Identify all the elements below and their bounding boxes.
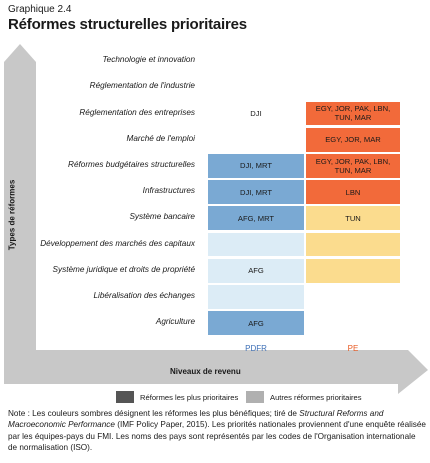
pe-cell: EGY, JOR, MAR [306, 127, 400, 152]
pe-cell [306, 285, 400, 309]
row-label: Système bancaire [129, 212, 195, 222]
pdfr-cell: AFG, MRT [208, 206, 304, 231]
legend-label-dark: Réformes les plus prioritaires [140, 393, 239, 402]
row-label: Marché de l'emploi [126, 133, 195, 143]
pdfr-cell [208, 49, 304, 73]
pdfr-cell: DJI, MRT [208, 180, 304, 204]
pe-cell [306, 311, 400, 335]
row-label: Développement des marchés des capitaux [40, 238, 195, 248]
note-prefix: Note : Les couleurs sombres désignent le… [8, 409, 300, 418]
legend-swatch-light [246, 391, 264, 403]
x-axis-label: Niveaux de revenu [170, 367, 241, 376]
pe-cell [306, 258, 400, 283]
chart-title: Réformes structurelles prioritaires [8, 16, 247, 33]
pe-cell [306, 75, 400, 99]
y-axis-label: Types de réformes [7, 179, 17, 251]
pdfr-cell [208, 285, 304, 309]
legend-label-light: Autres réformes prioritaires [270, 393, 362, 402]
pe-cell: LBN [306, 180, 400, 204]
pdfr-cell: DJI, MRT [208, 154, 304, 178]
pdfr-cell [208, 128, 304, 152]
pdfr-cell [208, 75, 304, 99]
pdfr-cell: AFG [208, 258, 304, 283]
row-label: Réformes budgétaires structurelles [68, 159, 195, 169]
row-label: Infrastructures [142, 186, 195, 196]
pe-cell: EGY, JOR, PAK, LBN, TUN, MAR [306, 154, 400, 178]
pe-cell: EGY, JOR, PAK, LBN, TUN, MAR [306, 101, 400, 126]
row-label: Technologie et innovation [102, 55, 195, 65]
column-label-pe: PE [347, 344, 359, 353]
legend-swatch-dark [116, 391, 134, 403]
pdfr-cell: AFG [208, 311, 304, 335]
pe-cell [306, 49, 400, 73]
graph-number: Graphique 2.4 [8, 4, 72, 15]
pdfr-cell: DJI [250, 108, 262, 118]
column-label-pdfr: PDFR [245, 344, 267, 353]
row-label: Réglementation des entreprises [79, 107, 195, 117]
pe-cell [306, 232, 400, 257]
row-label: Agriculture [155, 317, 195, 327]
y-axis-arrow [4, 44, 36, 350]
row-label: Libéralisation des échanges [93, 290, 195, 300]
row-label: Système juridique et droits de propriété [52, 264, 195, 274]
pe-cell: TUN [306, 206, 400, 231]
row-label: Réglementation de l'industrie [89, 81, 195, 91]
note-text: Note : Les couleurs sombres désignent le… [8, 408, 426, 453]
note-source-title: Structural Reforms and Macroeconomic Per… [8, 409, 384, 430]
pdfr-cell [208, 232, 304, 257]
note-suffix: (IMF Policy Paper, 2015). Les priorités … [8, 420, 426, 452]
x-axis-arrow [4, 340, 428, 394]
